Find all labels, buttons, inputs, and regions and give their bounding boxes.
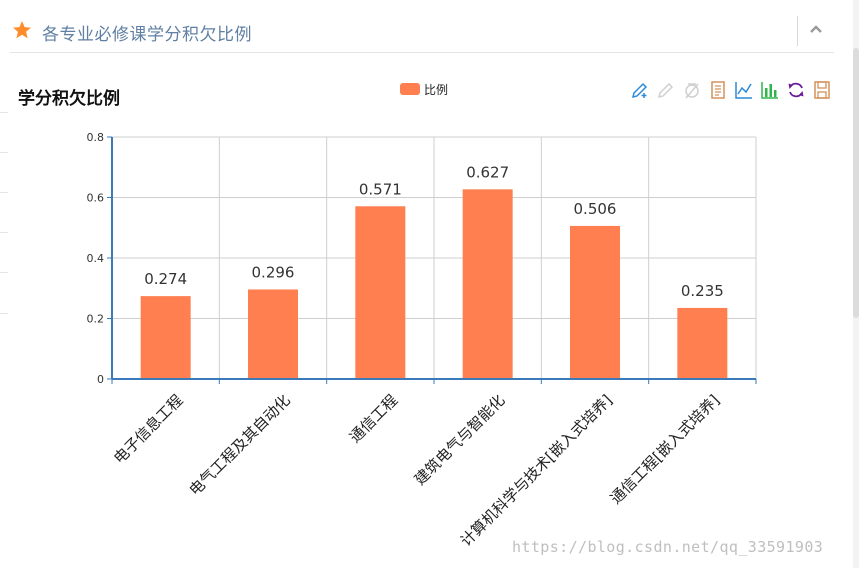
- bar: [677, 307, 728, 379]
- mark-clear-icon[interactable]: [682, 80, 702, 100]
- chevron-up-icon: [810, 25, 822, 33]
- left-panel-edge: [0, 112, 8, 153]
- bar-value-label: 0.627: [466, 163, 509, 181]
- mark-icon[interactable]: [630, 80, 650, 100]
- star-icon: [13, 21, 31, 39]
- bar-value-label: 0.296: [252, 263, 295, 281]
- left-panel-edge: [0, 192, 8, 233]
- bar-chart-icon[interactable]: [760, 80, 780, 100]
- bar: [140, 296, 191, 379]
- y-tick-label: 0.8: [87, 131, 105, 144]
- bar: [355, 206, 406, 379]
- bar: [248, 289, 298, 379]
- watermark: https://blog.csdn.net/qq_33591903: [512, 538, 824, 556]
- x-tick-label: 电气工程及其自动化: [186, 391, 294, 499]
- y-tick-label: 0.2: [87, 313, 105, 326]
- save-image-icon[interactable]: [812, 80, 832, 100]
- bar: [462, 189, 513, 379]
- x-tick-label: 电子信息工程: [110, 391, 186, 467]
- line-chart-icon[interactable]: [734, 80, 754, 100]
- mark-undo-icon[interactable]: [656, 80, 676, 100]
- left-panel-edge: [0, 152, 8, 193]
- panel-title: 各专业必修课学分积欠比例: [42, 25, 252, 45]
- left-panel-edge: [0, 232, 8, 273]
- y-tick-label: 0: [97, 373, 104, 386]
- legend-label: 比例: [424, 83, 449, 97]
- panel-header: 各专业必修课学分积欠比例: [10, 10, 834, 53]
- x-tick-label: 通信工程: [346, 391, 401, 446]
- x-tick-label: 通信工程[嵌入式培养]: [607, 391, 723, 507]
- vertical-scrollbar[interactable]: [853, 0, 859, 568]
- bar-value-label: 0.506: [574, 200, 617, 218]
- scrollbar-thumb[interactable]: [853, 48, 859, 318]
- left-panel-edge: [0, 272, 8, 314]
- collapse-button[interactable]: [797, 16, 834, 46]
- grid-lines: [112, 136, 757, 379]
- restore-icon[interactable]: [786, 80, 806, 100]
- data-view-icon[interactable]: [708, 80, 728, 100]
- x-tick-label: 建筑电气与智能化: [411, 391, 509, 489]
- bar-value-label: 0.235: [681, 282, 724, 300]
- legend-swatch: [400, 83, 420, 95]
- bar-value-label: 0.274: [144, 270, 187, 288]
- chart-title: 学分积欠比例: [18, 89, 120, 109]
- y-tick-label: 0.4: [87, 252, 105, 265]
- axes: [107, 136, 757, 384]
- bar: [570, 225, 620, 379]
- bars: [140, 189, 728, 379]
- y-tick-label: 0.6: [87, 192, 105, 205]
- bar-value-label: 0.571: [359, 180, 402, 198]
